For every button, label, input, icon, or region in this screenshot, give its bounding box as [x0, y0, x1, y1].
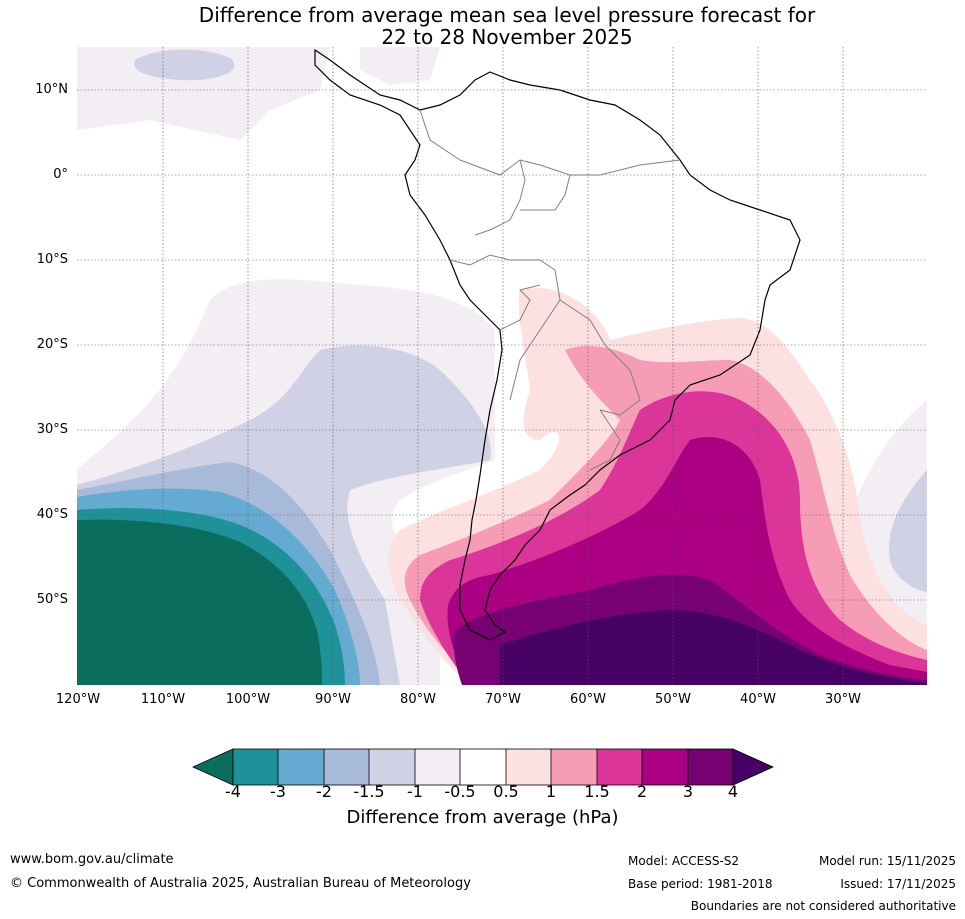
- base-period: Base period: 1981-2018: [628, 877, 773, 891]
- lon-label-110w: 110°W: [140, 692, 186, 707]
- anomaly-field-pos-4: [500, 610, 927, 685]
- lon-label-50w: 50°W: [655, 692, 691, 707]
- lon-label-30w: 30°W: [825, 692, 861, 707]
- colorbar-title: Difference from average (hPa): [346, 807, 619, 828]
- lat-label-10n: 10°N: [35, 82, 68, 97]
- lon-label-80w: 80°W: [400, 692, 436, 707]
- website-link[interactable]: www.bom.gov.au/climate: [10, 852, 174, 867]
- lon-label-70w: 70°W: [485, 692, 521, 707]
- lat-label-30s: 30°S: [36, 422, 68, 437]
- anomaly-field-neg-4-pacific: [77, 519, 322, 685]
- colorbar-band-7: [506, 749, 551, 785]
- lon-label-90w: 90°W: [315, 692, 351, 707]
- copyright-notice: © Commonwealth of Australia 2025, Austra…: [10, 876, 471, 891]
- colorbar-band-8: [551, 749, 597, 785]
- colorbar-band-3: [324, 749, 369, 785]
- colorbar-band-1: [233, 749, 278, 785]
- colorbar-band-4: [369, 749, 415, 785]
- colorbar-tick-label: -1: [407, 782, 423, 801]
- colorbar-band-10: [642, 749, 688, 785]
- lon-label-100w: 100°W: [225, 692, 271, 707]
- model-name: Model: ACCESS-S2: [628, 854, 740, 868]
- colorbar-tick-label: -3: [270, 782, 286, 801]
- title-line-2: 22 to 28 November 2025: [381, 25, 633, 49]
- colorbar-tick-label: 2: [636, 782, 648, 801]
- colorbar-tick-label: 3: [682, 782, 694, 801]
- colorbar-extend-low: [192, 748, 234, 786]
- colorbar-tick-label: -0.5: [444, 782, 476, 801]
- colorbar-band-6: [460, 749, 506, 785]
- colorbar-band-9: [597, 749, 642, 785]
- lat-label-10s: 10°S: [36, 252, 68, 267]
- colorbar-band-5: [415, 749, 460, 785]
- chart-title: Difference from average mean sea level p…: [0, 4, 965, 48]
- colorbar-band-11: [688, 749, 733, 785]
- title-line-1: Difference from average mean sea level p…: [198, 3, 816, 27]
- boundaries-disclaimer: Boundaries are not considered authoritat…: [690, 899, 956, 913]
- model-run-date: Model run: 15/11/2025: [818, 854, 956, 868]
- graticule: [77, 47, 927, 685]
- colorbar-tick-label: 0.5: [493, 782, 519, 801]
- colorbar-tick-label: 1: [545, 782, 557, 801]
- lat-label-40s: 40°S: [36, 507, 68, 522]
- issued-date: Issued: 17/11/2025: [840, 877, 956, 891]
- lat-label-0: 0°: [53, 167, 68, 182]
- lon-label-40w: 40°W: [740, 692, 776, 707]
- colorbar-tick-label: 1.5: [584, 782, 610, 801]
- colorbar-tick-label: 4: [727, 782, 739, 801]
- colorbar-tick-label: -2: [316, 782, 332, 801]
- colorbar-tick-label: -1.5: [353, 782, 385, 801]
- lat-label-20s: 20°S: [36, 337, 68, 352]
- anomaly-field-neg-05-carib: [360, 47, 440, 85]
- anomaly-field-neg-1-north: [134, 49, 235, 81]
- anomaly-field-neg-1-atlantic: [889, 470, 927, 592]
- lon-label-120w: 120°W: [55, 692, 101, 707]
- lon-label-60w: 60°W: [570, 692, 606, 707]
- colorbar: [192, 748, 774, 786]
- south-america-coastline: [314, 48, 801, 641]
- lat-label-50s: 50°S: [36, 592, 68, 607]
- colorbar-extend-high: [732, 748, 774, 786]
- colorbar-band-2: [278, 749, 324, 785]
- colorbar-tick-label: -4: [225, 782, 241, 801]
